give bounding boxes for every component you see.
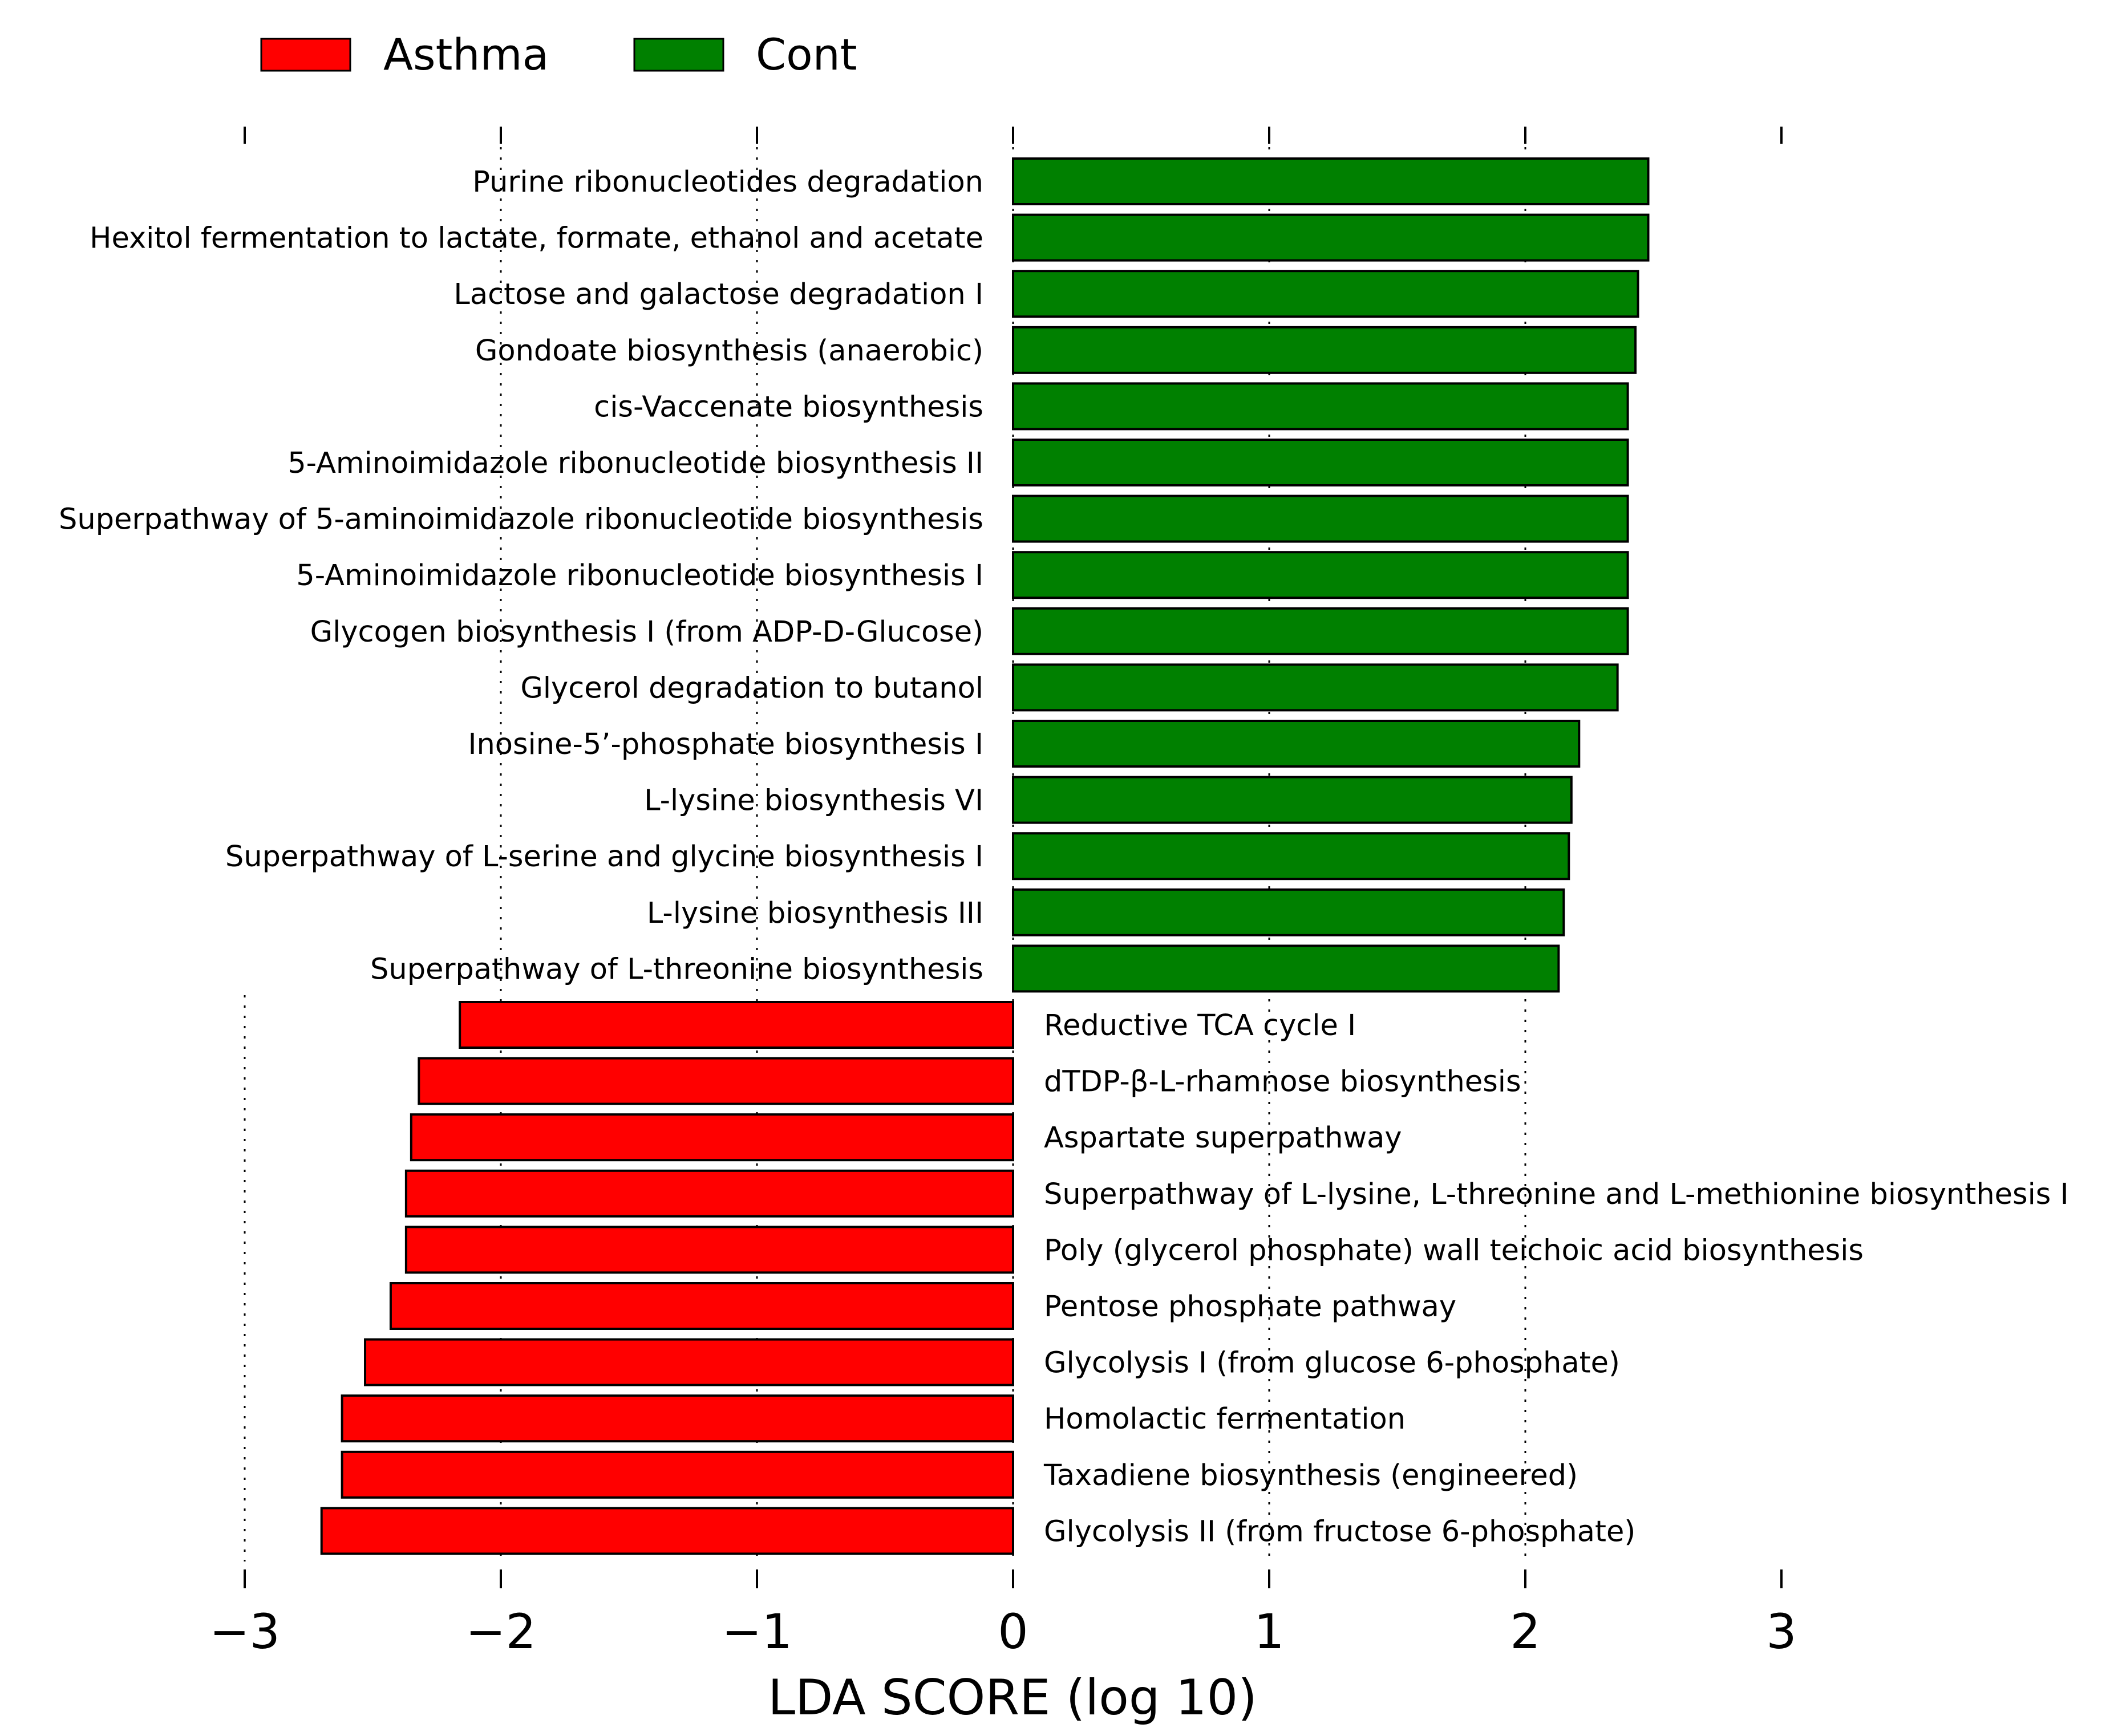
bar-cont (1012, 776, 1573, 824)
bar-asthma (404, 1226, 1014, 1274)
x-tick-label: −2 (465, 1604, 536, 1660)
legend-swatch-cont (633, 38, 724, 72)
bar-label: Gondoate biosynthesis (anaerobic) (475, 334, 983, 368)
bar-cont (1012, 663, 1619, 712)
bar-cont (1012, 888, 1565, 936)
bar-label: L-lysine biosynthesis VI (644, 784, 983, 818)
bar-cont (1012, 382, 1629, 431)
bar-cont (1012, 157, 1650, 205)
bar-cont (1012, 832, 1570, 881)
bar-label: Glycolysis II (from fructose 6-phosphate… (1044, 1515, 1635, 1548)
bar-asthma (410, 1113, 1014, 1162)
x-tick-label: 1 (1254, 1604, 1284, 1660)
legend-swatch-asthma (260, 38, 351, 72)
bars (320, 157, 1650, 1555)
bar-cont (1012, 326, 1637, 374)
bar-label: 5-Aminoimidazole ribonucleotide biosynth… (287, 447, 983, 480)
bar-label: Superpathway of L-lysine, L-threonine an… (1044, 1178, 2069, 1211)
bar-cont (1012, 494, 1629, 543)
bar-label: 5-Aminoimidazole ribonucleotide biosynth… (296, 559, 983, 593)
bar-label: cis-Vaccenate biosynthesis (594, 390, 983, 424)
x-axis-title: LDA SCORE (log 10) (768, 1669, 1257, 1726)
bar-label: Taxadiene biosynthesis (engineered) (1043, 1459, 1578, 1492)
bar-label: Superpathway of L-threonine biosynthesis (370, 952, 983, 986)
bar-label: dTDP-β-L-rhamnose biosynthesis (1044, 1065, 1521, 1099)
bar-label: Purine ribonucleotides degradation (472, 165, 983, 199)
bar-label: Glycogen biosynthesis I (from ADP-D-Gluc… (310, 615, 983, 649)
bar-labels: Purine ribonucleotides degradation Hexito… (59, 165, 2069, 1548)
legend: Asthma Cont (260, 29, 857, 80)
bar-asthma (404, 1169, 1014, 1218)
bar-label: Poly (glycerol phosphate) wall teichoic … (1044, 1234, 1864, 1267)
x-tick-label: 0 (998, 1604, 1028, 1660)
bar-asthma (418, 1057, 1015, 1105)
grid-lines (244, 127, 1526, 1561)
x-tick-label: −3 (209, 1604, 280, 1660)
bar-cont (1012, 944, 1560, 993)
bar-asthma (389, 1282, 1014, 1330)
bar-cont (1012, 551, 1629, 599)
legend-label-asthma: Asthma (383, 29, 549, 80)
bar-label: Glycolysis I (from glucose 6-phosphate) (1044, 1346, 1620, 1380)
bar-asthma (459, 1001, 1014, 1049)
x-tick-label: 2 (1510, 1604, 1540, 1660)
bar-cont (1012, 270, 1639, 318)
bar-label: Lactose and galactose degradation I (453, 278, 983, 311)
bar-label: Glycerol degradation to butanol (520, 671, 983, 705)
bar-cont (1012, 720, 1581, 768)
x-tick-label: 3 (1766, 1604, 1796, 1660)
bar-asthma (341, 1394, 1014, 1443)
bar-label: Aspartate superpathway (1044, 1121, 1402, 1155)
bar-label: Reductive TCA cycle I (1044, 1009, 1356, 1043)
bar-label: Inosine-5’-phosphate biosynthesis I (468, 728, 983, 761)
bar-asthma (364, 1338, 1014, 1386)
bar-label: Pentose phosphate pathway (1044, 1290, 1456, 1324)
bar-label: Hexitol fermentation to lactate, formate… (90, 222, 983, 255)
bar-label: Superpathway of L-serine and glycine bio… (225, 840, 983, 874)
legend-label-cont: Cont (756, 29, 857, 80)
bar-label: Superpathway of 5-aminoimidazole ribonuc… (59, 503, 983, 537)
bar-cont (1012, 439, 1629, 486)
bar-label: L-lysine biosynthesis III (647, 897, 983, 930)
x-axis-ticks: −3 −2 −1 0 1 2 3 (209, 127, 1797, 1660)
bar-cont (1012, 607, 1629, 655)
bar-asthma (320, 1507, 1015, 1555)
bar-asthma (341, 1450, 1014, 1499)
bar-label: Homolactic fermentation (1044, 1402, 1406, 1436)
x-tick-label: −1 (722, 1604, 792, 1660)
bar-cont (1012, 213, 1650, 262)
